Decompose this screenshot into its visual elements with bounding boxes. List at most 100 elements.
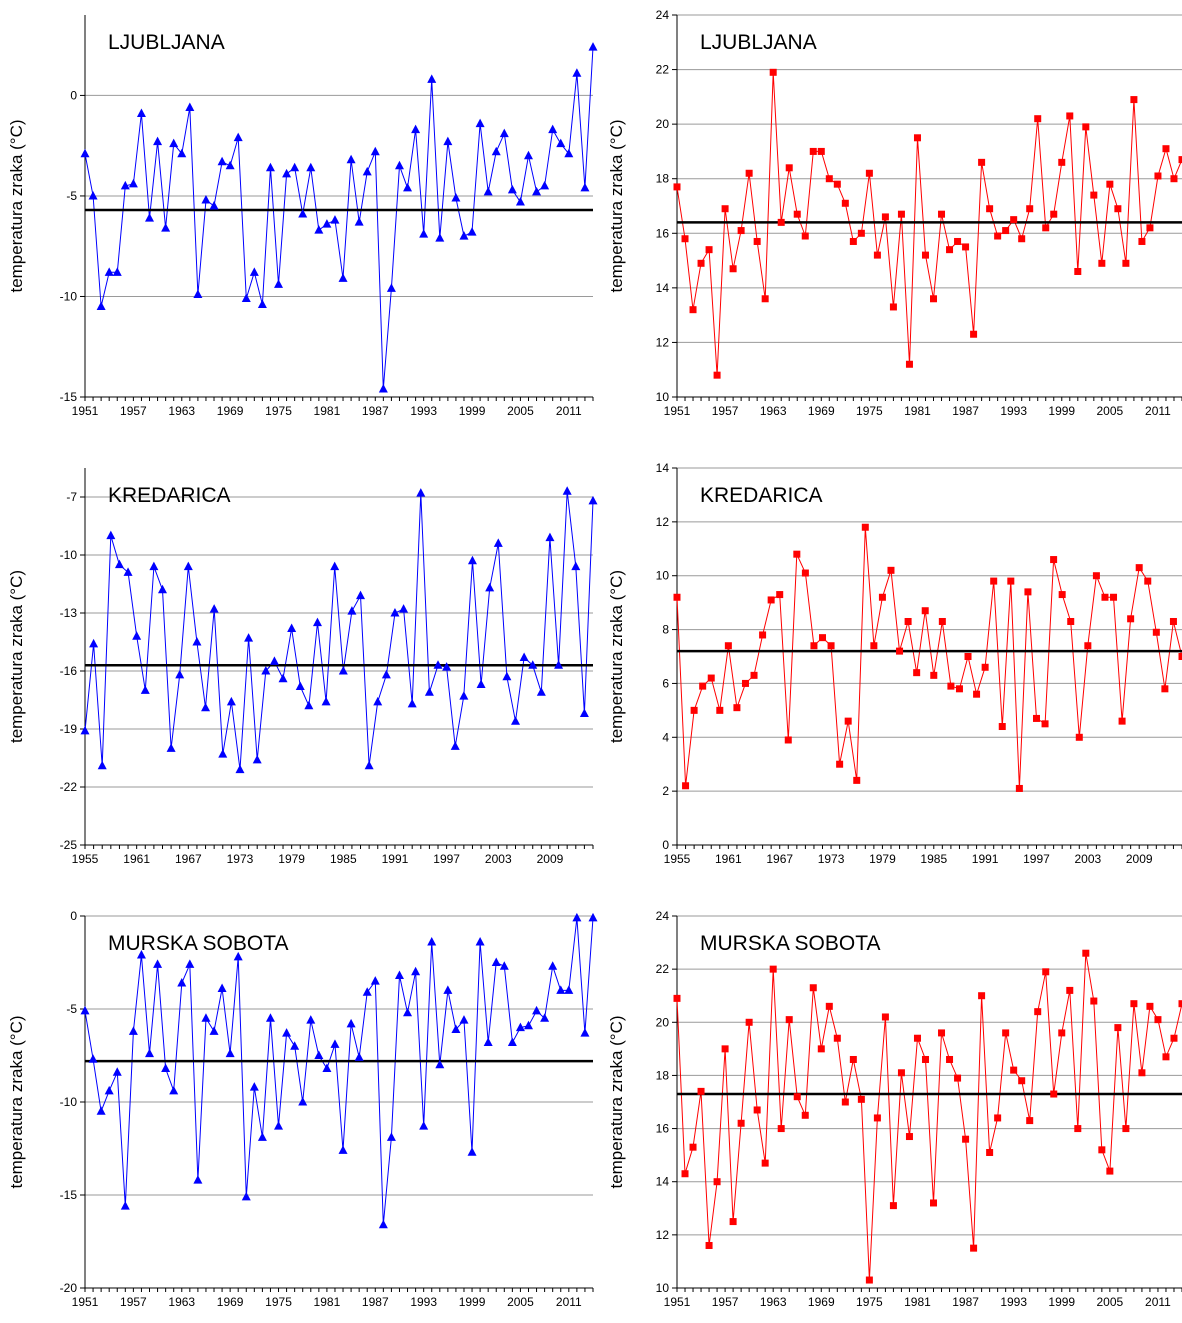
data-point-murska-sobota-summer-1980 (905, 1133, 913, 1141)
data-point-kredarica-summer-1963 (741, 679, 749, 687)
data-point-ljubljana-summer-1952 (681, 235, 689, 243)
data-point-murska-sobota-winter-1954 (104, 1085, 114, 1095)
data-point-kredarica-summer-1978 (870, 642, 878, 650)
x-tick-label-ljubljana-summer-7: 1993 (1000, 404, 1027, 418)
data-point-murska-sobota-summer-1975 (865, 1276, 873, 1284)
y-tick-label-ljubljana-summer-6: 22 (656, 63, 670, 77)
data-point-ljubljana-summer-1971 (833, 180, 841, 188)
data-point-kredarica-summer-2008 (1127, 615, 1135, 623)
data-point-ljubljana-summer-1975 (865, 169, 873, 177)
data-point-ljubljana-winter-1990 (394, 160, 404, 170)
data-point-murska-sobota-summer-1998 (1050, 1090, 1058, 1098)
data-point-kredarica-winter-1963 (149, 561, 159, 571)
data-point-ljubljana-winter-2010 (556, 138, 566, 148)
x-tick-label-ljubljana-summer-1: 1957 (712, 404, 739, 418)
data-point-kredarica-summer-1988 (955, 685, 963, 693)
data-point-kredarica-winter-2000 (467, 555, 477, 565)
data-point-murska-sobota-summer-1957 (721, 1045, 729, 1053)
data-point-murska-sobota-summer-2000 (1066, 986, 1074, 994)
data-point-ljubljana-winter-1974 (265, 162, 275, 172)
data-point-kredarica-winter-2004 (502, 671, 512, 681)
y-tick-label-ljubljana-summer-4: 18 (656, 172, 670, 186)
data-point-kredarica-summer-1961 (724, 642, 732, 650)
y-tick-label-ljubljana-summer-1: 12 (656, 335, 670, 349)
data-point-murska-sobota-winter-1971 (241, 1191, 251, 1201)
y-tick-label-kredarica-summer-5: 10 (656, 569, 670, 583)
data-point-murska-sobota-winter-1955 (112, 1067, 122, 1076)
data-point-ljubljana-summer-1967 (801, 232, 809, 240)
data-point-murska-sobota-summer-1972 (841, 1098, 849, 1106)
data-point-kredarica-summer-1975 (844, 717, 852, 725)
data-point-ljubljana-winter-1963 (177, 148, 187, 158)
data-point-murska-sobota-summer-1954 (697, 1087, 705, 1095)
data-point-murska-sobota-winter-2008 (540, 1013, 550, 1022)
data-point-kredarica-winter-1995 (424, 687, 434, 696)
data-point-kredarica-summer-1966 (767, 596, 775, 604)
chart-svg-murska-sobota-summer: 10 12 14 16 18 20 22 24 1951 1957 1963 1969 1975 1981… (607, 909, 1182, 1309)
data-point-murska-sobota-summer-1969 (817, 1045, 825, 1053)
x-tick-label-murska-sobota-summer-1: 1957 (712, 1295, 739, 1309)
y-tick-label-ljubljana-winter-1: -10 (60, 289, 78, 303)
data-point-kredarica-winter-1981 (304, 700, 314, 710)
x-tick-label-kredarica-summer-4: 1979 (869, 852, 896, 866)
data-point-kredarica-summer-1985 (930, 671, 938, 679)
data-point-murska-sobota-winter-1999 (467, 1147, 477, 1156)
data-point-kredarica-summer-1962 (733, 704, 741, 712)
data-point-kredarica-summer-1990 (973, 690, 981, 698)
y-tick-label-ljubljana-summer-3: 16 (656, 226, 670, 240)
x-tick-label-ljubljana-winter-6: 1987 (362, 404, 389, 418)
y-tick-label-kredarica-winter-5: -10 (60, 548, 78, 562)
data-point-murska-sobota-winter-1970 (233, 951, 243, 961)
data-point-murska-sobota-summer-1991 (994, 1114, 1002, 1122)
data-point-kredarica-winter-1998 (450, 741, 460, 750)
data-point-murska-sobota-summer-1953 (689, 1143, 697, 1151)
series-line-kredarica-summer (676, 527, 1182, 789)
data-point-murska-sobota-winter-1956 (120, 1201, 130, 1210)
data-point-murska-sobota-summer-1997 (1042, 968, 1050, 976)
y-tick-label-ljubljana-summer-5: 20 (656, 117, 670, 131)
data-point-kredarica-summer-1995 (1015, 784, 1023, 792)
x-tick-label-ljubljana-winter-10: 2011 (556, 404, 582, 418)
chart-title-ljubljana-winter: LJUBLJANA (108, 31, 225, 54)
data-point-kredarica-summer-1999 (1050, 556, 1058, 564)
data-point-ljubljana-summer-1966 (793, 210, 801, 218)
data-point-murska-sobota-winter-1988 (378, 1219, 388, 1229)
x-tick-label-murska-sobota-winter-4: 1975 (265, 1295, 292, 1309)
data-point-murska-sobota-summer-1961 (753, 1106, 761, 1114)
data-point-ljubljana-winter-1954 (104, 267, 114, 276)
y-tick-label-kredarica-winter-3: -16 (60, 664, 78, 678)
data-point-murska-sobota-summer-2004 (1098, 1146, 1106, 1154)
data-point-murska-sobota-winter-1977 (290, 1041, 300, 1050)
data-point-kredarica-winter-1968 (192, 637, 202, 646)
data-point-ljubljana-summer-1968 (809, 147, 817, 155)
data-point-ljubljana-winter-2006 (523, 150, 533, 160)
data-point-ljubljana-summer-1977 (881, 213, 889, 221)
y-tick-label-murska-sobota-winter-2: -10 (60, 1095, 78, 1109)
data-point-kredarica-winter-1984 (330, 561, 340, 571)
data-point-ljubljana-winter-2012 (572, 68, 582, 77)
data-point-kredarica-summer-1986 (938, 617, 946, 625)
data-point-ljubljana-winter-1989 (386, 283, 396, 292)
data-point-ljubljana-winter-1983 (338, 273, 348, 282)
data-point-ljubljana-winter-2013 (580, 182, 590, 192)
data-point-murska-sobota-summer-1963 (769, 965, 777, 973)
x-tick-label-kredarica-summer-3: 1973 (818, 852, 845, 866)
y-tick-label-ljubljana-winter-3: 0 (70, 88, 77, 102)
x-tick-label-kredarica-summer-1: 1961 (715, 852, 742, 866)
y-axis-title-ljubljana-summer: temperatura zraka (°C) (607, 119, 626, 292)
data-point-murska-sobota-winter-2004 (507, 1037, 517, 1046)
data-point-kredarica-winter-2003 (493, 538, 503, 547)
data-point-ljubljana-winter-1970 (233, 132, 243, 142)
y-tick-label-ljubljana-summer-7: 24 (656, 8, 670, 22)
x-tick-label-kredarica-summer-6: 1991 (972, 852, 999, 866)
x-tick-label-kredarica-summer-7: 1997 (1023, 852, 1050, 866)
data-point-ljubljana-summer-1990 (986, 205, 994, 213)
data-point-kredarica-winter-1966 (175, 669, 185, 679)
data-point-ljubljana-winter-1952 (88, 190, 98, 200)
y-axis-title-murska-sobota-summer: temperatura zraka (°C) (607, 1015, 626, 1188)
y-tick-label-kredarica-summer-1: 2 (662, 784, 669, 798)
data-point-ljubljana-winter-1981 (322, 219, 332, 228)
data-point-ljubljana-summer-2009 (1138, 237, 1146, 245)
data-point-murska-sobota-winter-1966 (201, 1013, 211, 1022)
data-point-murska-sobota-summer-1994 (1018, 1077, 1026, 1085)
